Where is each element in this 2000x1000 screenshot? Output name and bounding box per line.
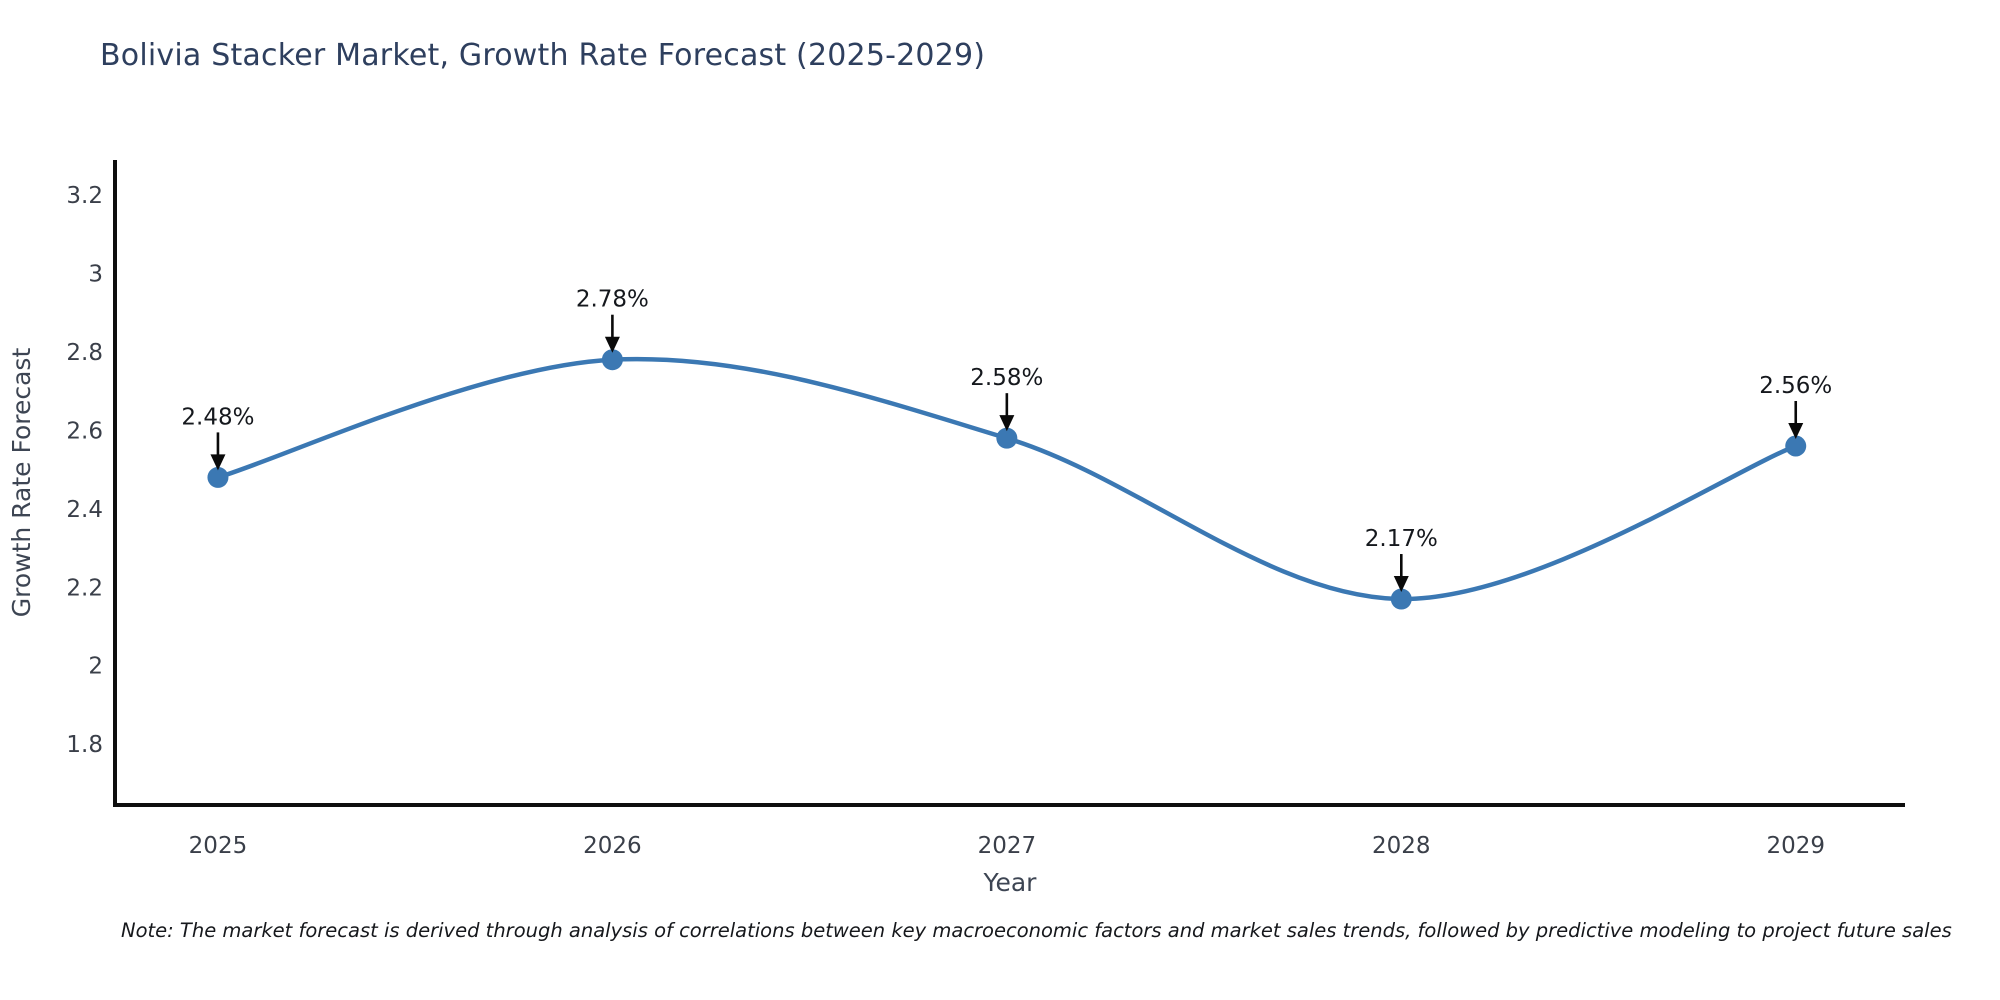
x-axis-tick-label: 2025 <box>189 833 248 859</box>
data-point-label: 2.58% <box>970 365 1043 391</box>
y-axis-tick-label: 2.2 <box>66 575 103 601</box>
data-point-marker <box>601 349 623 371</box>
x-axis-tick-label: 2028 <box>1372 833 1431 859</box>
x-axis-tick-label: 2029 <box>1766 833 1825 859</box>
data-point-marker <box>1785 435 1807 457</box>
annotation-arrow-head <box>604 336 620 353</box>
y-axis-tick-label: 2 <box>88 654 103 680</box>
x-axis-tick-label: 2026 <box>583 833 642 859</box>
annotation-arrow-head <box>210 454 226 471</box>
data-point-label: 2.48% <box>181 404 254 430</box>
y-axis-title: Growth Rate Forecast <box>7 348 36 618</box>
y-axis-tick-label: 3 <box>88 261 103 287</box>
chart-title: Bolivia Stacker Market, Growth Rate Fore… <box>100 38 986 73</box>
y-axis-tick-label: 3.2 <box>66 183 103 209</box>
y-axis-tick-label: 2.4 <box>66 497 103 523</box>
data-point-label: 2.56% <box>1759 373 1832 399</box>
y-axis-tick-label: 1.8 <box>66 732 103 758</box>
x-axis-tick-label: 2027 <box>978 833 1037 859</box>
y-axis-tick-label: 2.8 <box>66 340 103 366</box>
annotation-arrow-head <box>999 415 1015 432</box>
footnote-text: Note: The market forecast is derived thr… <box>121 919 1952 942</box>
y-axis-tick-label: 2.6 <box>66 418 103 444</box>
x-axis-title: Year <box>983 868 1038 897</box>
data-point-marker <box>1390 588 1412 610</box>
data-point-label: 2.78% <box>576 287 649 313</box>
data-point-label: 2.17% <box>1365 526 1438 552</box>
data-point-marker <box>996 427 1018 449</box>
annotation-arrow-head <box>1393 576 1409 593</box>
data-point-marker <box>207 466 229 488</box>
annotation-arrow-head <box>1788 423 1804 440</box>
